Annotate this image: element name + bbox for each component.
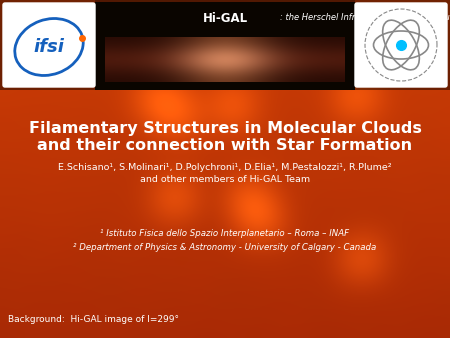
FancyBboxPatch shape — [95, 2, 355, 90]
Text: and other members of Hi-GAL Team: and other members of Hi-GAL Team — [140, 175, 310, 185]
Text: E.Schisano¹, S.Molinari¹, D.Polychroni¹, D.Elia¹, M.Pestalozzi¹, R.Plume²: E.Schisano¹, S.Molinari¹, D.Polychroni¹,… — [58, 164, 392, 172]
Text: Hi-GAL: Hi-GAL — [202, 11, 248, 24]
Text: ² Department of Physics & Astronomy - University of Calgary - Canada: ² Department of Physics & Astronomy - Un… — [73, 242, 377, 251]
Text: Filamentary Structures in Molecular Clouds: Filamentary Structures in Molecular Clou… — [28, 121, 422, 136]
FancyBboxPatch shape — [3, 3, 95, 87]
Text: ifsi: ifsi — [34, 38, 64, 56]
Text: Background:  Hi-GAL image of l=299°: Background: Hi-GAL image of l=299° — [8, 315, 179, 324]
Text: : the Herschel Infrared Galactic Plane Survey: : the Herschel Infrared Galactic Plane S… — [280, 14, 450, 23]
FancyBboxPatch shape — [355, 3, 447, 87]
Text: ¹ Istituto Fisica dello Spazio Interplanetario – Roma – INAF: ¹ Istituto Fisica dello Spazio Interplan… — [100, 228, 350, 238]
Text: and their connection with Star Formation: and their connection with Star Formation — [37, 139, 413, 153]
